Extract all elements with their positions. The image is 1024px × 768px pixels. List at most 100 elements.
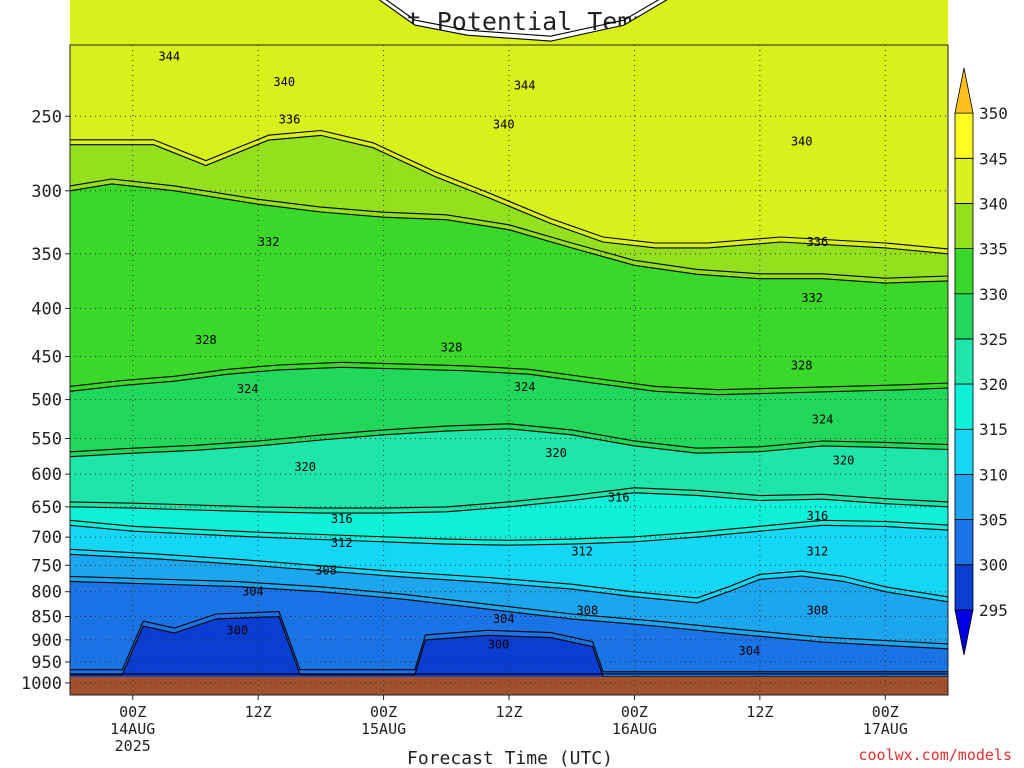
- contour-label: 316: [331, 512, 353, 526]
- plot-area: 344 340 344 340 340 336 336 332 332 328 328 328 324 3…: [69, 0, 949, 696]
- colorbar-segment: [954, 338, 974, 385]
- x-tick-date: 15AUG: [361, 720, 406, 738]
- contour-label: 316: [608, 490, 630, 504]
- x-tick-date: 16AUG: [612, 720, 657, 738]
- contour-label: 324: [237, 382, 259, 396]
- contour-line: [69, 487, 949, 509]
- colorbar-segment: [954, 157, 974, 204]
- colorbar-label: 340: [979, 194, 1008, 213]
- colorbar-label: 330: [979, 285, 1008, 304]
- contour-label: 340: [273, 75, 295, 89]
- colorbar-segment: [954, 67, 974, 114]
- y-tick-label: 1000: [21, 674, 62, 694]
- contour-label: 332: [258, 235, 280, 249]
- contour-line: [70, 134, 949, 255]
- colorbar-label: 295: [979, 601, 1008, 620]
- y-tick-label: 500: [31, 391, 62, 411]
- y-axis: 250 300 350 400 450 500 550 600 650 700 750 800 850 9…: [21, 107, 70, 694]
- contour-line: [70, 129, 949, 250]
- contour-label: 320: [545, 446, 567, 460]
- colorbar-segment: [954, 473, 974, 520]
- colorbar-segment: [954, 564, 974, 611]
- colorbar-segment: [954, 248, 974, 295]
- y-tick-label: 350: [31, 245, 62, 265]
- contour-label: 308: [577, 604, 599, 618]
- contour-line: [385, 0, 660, 37]
- contour-label: 344: [158, 50, 180, 64]
- colorbar: 295 300 305 310 315 320 325 330 335 340 345 350: [954, 67, 1008, 656]
- y-tick-label: 700: [31, 528, 62, 548]
- y-tick-label: 800: [31, 583, 62, 603]
- y-tick-label: 900: [31, 631, 62, 651]
- contour-label: 308: [807, 604, 829, 618]
- colorbar-label: 325: [979, 330, 1008, 349]
- y-tick-label: 850: [31, 607, 62, 627]
- colorbar-label: 310: [979, 465, 1008, 484]
- contour-label: 336: [279, 113, 301, 127]
- contour-line: [69, 361, 949, 391]
- contour-label: 344: [514, 79, 536, 93]
- y-tick-label: 550: [31, 430, 62, 450]
- contour-label: 304: [739, 644, 761, 658]
- colorbar-segment: [954, 428, 974, 475]
- contour-label: 320: [833, 453, 855, 467]
- contour-label: 328: [195, 333, 217, 347]
- x-tick-time: 00Z: [119, 703, 146, 721]
- colorbar-label: 350: [979, 104, 1008, 123]
- colorbar-segment: [954, 203, 974, 250]
- x-tick-date: 17AUG: [863, 720, 908, 738]
- contour-line: [378, 0, 668, 42]
- contour-line: [69, 580, 949, 650]
- colorbar-segment: [954, 609, 974, 656]
- colorbar-label: 345: [979, 149, 1008, 168]
- contour-line: [69, 548, 949, 599]
- contour-line: [69, 575, 949, 645]
- y-tick-label: 600: [31, 465, 62, 485]
- contour-label: 300: [488, 637, 510, 651]
- contour-line: [69, 183, 949, 284]
- x-tick-time: 00Z: [872, 703, 899, 721]
- contour-label: 340: [791, 135, 813, 149]
- y-tick-label: 650: [31, 498, 62, 518]
- x-tick-time: 00Z: [370, 703, 397, 721]
- x-tick-time: 12Z: [245, 703, 272, 721]
- contour-label: 320: [294, 460, 316, 474]
- contour-label: 304: [493, 612, 515, 626]
- y-tick-label: 950: [31, 653, 62, 673]
- contour-label: 328: [791, 359, 813, 373]
- credit-text: coolwx.com/models: [858, 746, 1012, 764]
- contour-label: 324: [514, 380, 536, 394]
- colorbar-label: 305: [979, 511, 1008, 530]
- contour-label: 336: [807, 235, 829, 249]
- contour-label: 304: [242, 585, 264, 599]
- contour-label: 340: [493, 117, 515, 131]
- colorbar-label: 300: [979, 556, 1008, 575]
- colorbar-label: 320: [979, 375, 1008, 394]
- colorbar-label: 335: [979, 240, 1008, 259]
- contour-line: [69, 423, 949, 453]
- contour-line: [69, 178, 949, 279]
- contour-label: 312: [571, 544, 593, 558]
- x-tick-time: 00Z: [621, 703, 648, 721]
- contour-line: [69, 428, 949, 458]
- colorbar-segment: [954, 112, 974, 159]
- y-tick-label: 400: [31, 299, 62, 319]
- x-tick-time: 12Z: [495, 703, 522, 721]
- contour-line: [70, 615, 948, 678]
- contour-label: 312: [807, 544, 829, 558]
- contour-label: 328: [441, 340, 463, 354]
- x-tick-year: 2025: [115, 737, 151, 755]
- colorbar-segment: [954, 293, 974, 340]
- colorbar-segment: [954, 519, 974, 566]
- contour-label: 308: [315, 564, 337, 578]
- contour-label: 316: [807, 509, 829, 523]
- contour-line: [69, 553, 949, 604]
- y-tick-label: 450: [31, 348, 62, 368]
- contour-label: 300: [226, 624, 248, 638]
- y-tick-label: 250: [31, 107, 62, 127]
- x-tick-time: 12Z: [746, 703, 773, 721]
- contour-label: 312: [331, 536, 353, 550]
- contour-label: 332: [801, 291, 823, 305]
- y-tick-label: 750: [31, 556, 62, 576]
